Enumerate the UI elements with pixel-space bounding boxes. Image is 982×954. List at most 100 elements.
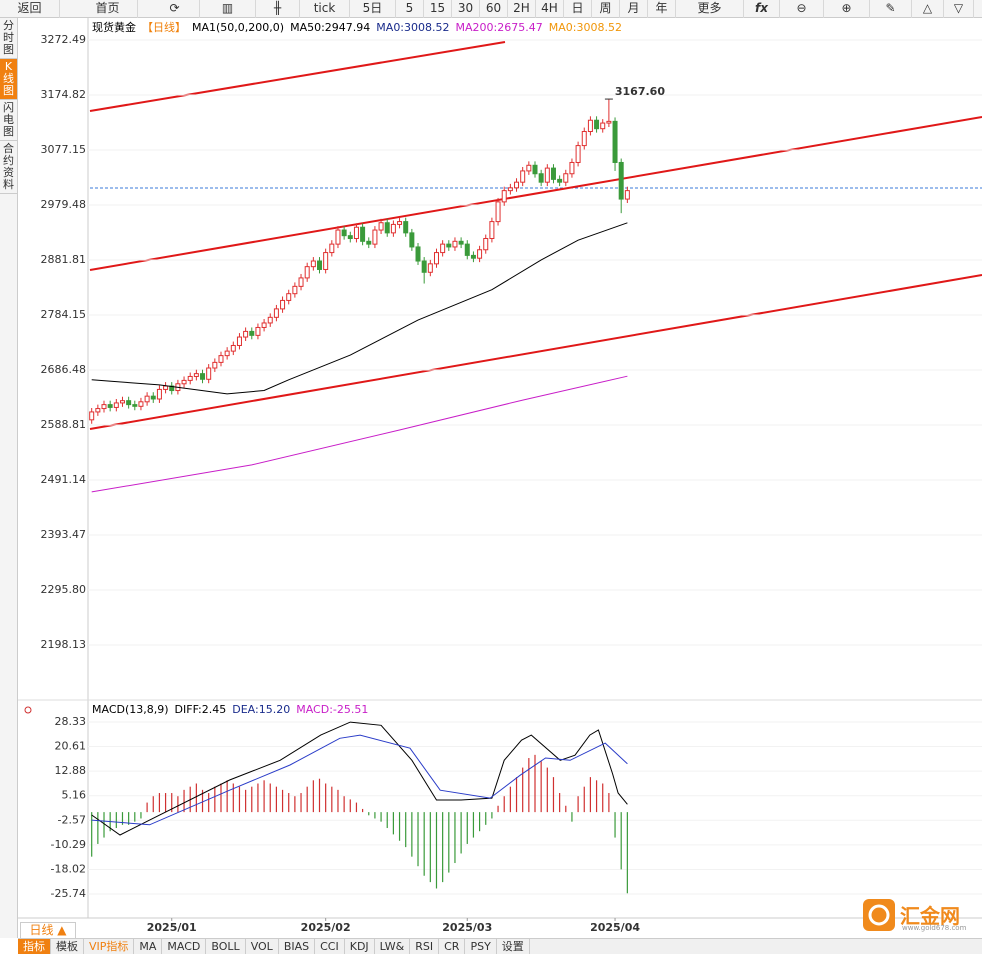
candle-body: [304, 266, 310, 279]
y-tick-label: 2881.81: [41, 253, 87, 266]
side-tab[interactable]: 分时图: [0, 18, 17, 59]
period-button[interactable]: 年: [648, 0, 676, 18]
candle-body: [550, 167, 556, 180]
legend-title: MACD(13,8,9): [92, 703, 169, 716]
period-button[interactable]: 5日: [350, 0, 396, 18]
more-button[interactable]: 更多: [676, 0, 744, 18]
candle-body: [218, 355, 224, 363]
indicator-tab[interactable]: LW&: [375, 939, 411, 954]
indicator-tab[interactable]: CR: [439, 939, 466, 954]
period-button[interactable]: 60: [480, 0, 508, 18]
candle-body: [606, 120, 612, 124]
indicator-tab[interactable]: MACD: [162, 939, 207, 954]
candle-body: [267, 316, 273, 324]
indicator-tab[interactable]: VOL: [246, 939, 279, 954]
candle-body: [193, 373, 199, 377]
legend: 现货黄金 【日线】 MA1(50,0,200,0) MA50:2947.94 MA0:3…: [92, 21, 628, 35]
indicator-tab[interactable]: 设置: [497, 939, 530, 954]
indicator-tab[interactable]: PSY: [465, 939, 497, 954]
y-tick-label: 28.33: [55, 715, 87, 728]
y-tick-label: 2686.48: [41, 363, 87, 376]
period-button[interactable]: 2H: [508, 0, 536, 18]
candle-body: [587, 119, 593, 133]
y-tick-label: 20.61: [55, 740, 87, 753]
candle-body: [286, 293, 292, 301]
zoom-out-button[interactable]: ⊖: [780, 0, 824, 18]
candle-body: [563, 173, 569, 183]
candle-body: [624, 190, 630, 200]
side-tab[interactable]: 合约资料: [0, 141, 17, 194]
down-button[interactable]: ▽: [944, 0, 974, 18]
peak-label: 3167.60: [615, 85, 665, 98]
indicator-tab[interactable]: 指标: [18, 939, 51, 954]
chart-icon-button[interactable]: ▥: [200, 0, 256, 18]
candle-body: [440, 243, 446, 254]
period-button[interactable]: 4H: [536, 0, 564, 18]
up-button[interactable]: △: [912, 0, 944, 18]
legend-entry: DEA:15.20: [232, 703, 291, 716]
period-button[interactable]: 日: [564, 0, 592, 18]
candle-body: [144, 395, 150, 403]
candle-body: [618, 161, 624, 200]
candle-body: [347, 235, 353, 239]
y-tick-label: 2588.81: [41, 418, 87, 431]
period-button[interactable]: 5: [396, 0, 424, 18]
candle-body: [298, 277, 304, 287]
side-tab[interactable]: 闪电图: [0, 100, 17, 141]
candle-icon-button[interactable]: ╫: [256, 0, 300, 18]
indicator-tab[interactable]: BOLL: [206, 939, 246, 954]
candle-body: [292, 285, 298, 295]
candle-body: [433, 252, 439, 265]
period-selector[interactable]: 日线 ▲: [20, 922, 76, 939]
candle-body: [384, 222, 390, 234]
back-button[interactable]: 返回: [0, 0, 60, 18]
y-tick-label: 3272.49: [41, 33, 87, 46]
formula-button[interactable]: fx: [744, 0, 780, 18]
x-tick-label: 2025/04: [590, 921, 640, 934]
side-tab[interactable]: K线图: [0, 59, 17, 100]
candle-body: [421, 260, 427, 273]
candle-body: [378, 222, 384, 231]
indicator-line: [91, 375, 628, 493]
refresh-button[interactable]: ⟳: [150, 0, 200, 18]
y-tick-label: 12.88: [55, 764, 87, 777]
indicator-tab[interactable]: VIP指标: [84, 939, 135, 954]
indicator-tabs: 指标 模板 VIP指标 MA MACD BOLL VOL BIAS CCI KDJ LW& RSI CR…: [18, 938, 982, 954]
candle-body: [495, 201, 501, 223]
candle-body: [360, 226, 366, 242]
candle-body: [390, 223, 396, 234]
indicator-tab[interactable]: BIAS: [279, 939, 316, 954]
period-button[interactable]: 周: [592, 0, 620, 18]
home-button[interactable]: 首页: [78, 0, 138, 18]
watermark-logo: [863, 899, 895, 931]
candle-body: [273, 308, 279, 318]
indicator-tab[interactable]: CCI: [315, 939, 345, 954]
period-button[interactable]: tick: [300, 0, 350, 18]
candle-body: [132, 404, 138, 407]
watermark: 汇金网 www.gold678.com: [862, 898, 980, 934]
y-tick-label: 3077.15: [41, 143, 87, 156]
indicator-tab[interactable]: RSI: [410, 939, 440, 954]
candle-body: [403, 221, 409, 234]
period-button[interactable]: 15: [424, 0, 452, 18]
period-button[interactable]: 30: [452, 0, 480, 18]
sidebar: 分时图 K线图 闪电图 合约资料: [0, 18, 18, 938]
legend-entry: MACD:-25.51: [296, 703, 369, 716]
candle-body: [341, 229, 347, 237]
candle-body: [575, 145, 581, 163]
candle-body: [280, 299, 286, 310]
candle-body: [243, 330, 249, 338]
legend-entry: MA200:2675.47: [455, 21, 543, 34]
period-button[interactable]: 月: [620, 0, 648, 18]
indicator-tab[interactable]: MA: [134, 939, 163, 954]
candle-body: [261, 322, 267, 328]
candle-body: [415, 246, 421, 262]
candle-body: [427, 263, 433, 273]
zoom-in-button[interactable]: ⊕: [824, 0, 870, 18]
draw-button[interactable]: ✎: [870, 0, 912, 18]
candle-body: [483, 237, 489, 251]
candle-body: [569, 161, 575, 175]
indicator-tab[interactable]: 模板: [51, 939, 84, 954]
indicator-tab[interactable]: KDJ: [345, 939, 375, 954]
